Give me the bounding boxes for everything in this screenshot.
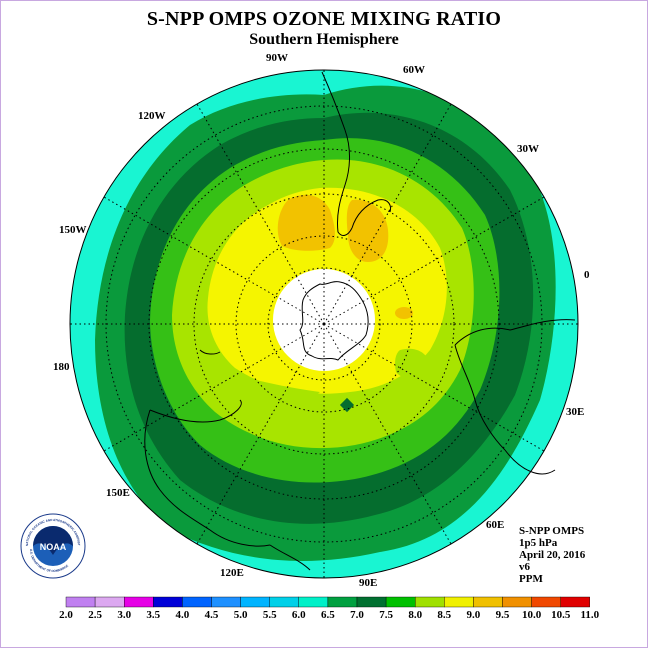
lon-label-60e: 60E: [486, 519, 504, 531]
colorbar-tick-label: 9.0: [467, 609, 481, 621]
lon-label-0: 0: [584, 269, 590, 281]
colorbar-tick-label: 5.0: [234, 609, 248, 621]
colorbar-swatch: [502, 596, 532, 608]
colorbar-tick-label: 10.5: [551, 609, 571, 621]
colorbar-swatch: [560, 596, 591, 608]
lon-label-90e: 90E: [359, 577, 377, 589]
colorbar-swatch: [298, 596, 329, 608]
band-orange: [277, 194, 335, 251]
colorbar-tick-label: 4.5: [205, 609, 219, 621]
colorbar-tick-label: 8.0: [408, 609, 422, 621]
map-subtitle: Southern Hemisphere: [249, 31, 399, 48]
colorbar-tick-label: 2.0: [59, 609, 73, 621]
info-level: 1p5 hPa: [519, 537, 558, 549]
info-date: April 20, 2016: [519, 549, 586, 561]
colorbar-swatch: [531, 596, 561, 608]
green-intrusion: [228, 372, 320, 412]
colorbar-swatch: [356, 596, 387, 608]
lon-label-150w: 150W: [59, 224, 87, 236]
colorbar-tick-label: 3.5: [146, 609, 160, 621]
lon-label-30w: 30W: [517, 143, 539, 155]
colorbar-swatch: [269, 596, 300, 608]
colorbar-tick-label: 4.0: [176, 609, 190, 621]
colorbar-tick-label: 2.5: [88, 609, 102, 621]
lon-label-180: 180: [53, 361, 70, 373]
lon-label-150e: 150E: [106, 487, 130, 499]
yellowgreen-pocket: [395, 348, 431, 379]
colorbar-swatch: [327, 596, 358, 608]
lon-label-120e: 120E: [220, 567, 244, 579]
colorbar-swatch: [415, 596, 445, 608]
info-block: S-NPP OMPS 1p5 hPa April 20, 2016 v6 PPM: [519, 525, 585, 585]
colorbar-swatch: [444, 596, 474, 608]
colorbar-swatch: [240, 596, 270, 608]
colorbar-tick-label: 7.5: [379, 609, 393, 621]
colorbar-tick-label: 10.0: [522, 609, 542, 621]
colorbar-tick-label: 6.0: [292, 609, 306, 621]
info-units: PPM: [519, 573, 543, 585]
colorbar-swatch: [385, 596, 416, 608]
info-instrument: S-NPP OMPS: [519, 525, 585, 537]
colorbar-tick-label: 11.0: [580, 609, 599, 621]
colorbar-tick-label: 6.5: [321, 609, 335, 621]
colorbar-swatches: [65, 596, 591, 608]
colorbar-tick-label: 7.0: [350, 609, 364, 621]
colorbar-tick-label: 9.5: [496, 609, 510, 621]
info-version: v6: [519, 561, 530, 573]
colorbar-swatch: [153, 596, 183, 608]
colorbar-swatch: [123, 596, 154, 608]
south-pole-marker: [322, 322, 326, 326]
coastlines: [144, 71, 576, 571]
noaa-logo: NATIONAL OCEANIC AND ATMOSPHERIC ADMINIS…: [20, 513, 86, 579]
colorbar-tick-label: 5.5: [263, 609, 277, 621]
colorbar-ticks: 2.0 2.5 3.0 3.5 4.0 4.5 5.0 5.5 6.0 6.5 7.0 7.5 8.0 8…: [59, 609, 599, 621]
colorbar-swatch: [65, 596, 96, 608]
colorbar-swatch: [473, 596, 503, 608]
map-title: S-NPP OMPS OZONE MIXING RATIO: [146, 8, 502, 30]
band-orange-3: [395, 307, 413, 319]
lon-label-120w: 120W: [138, 110, 166, 122]
lon-label-90w: 90W: [266, 52, 288, 64]
colorbar: 2.0 2.5 3.0 3.5 4.0 4.5 5.0 5.5 6.0 6.5 7.0 7.5 8.0 8…: [59, 596, 600, 621]
polar-gap: [273, 269, 375, 371]
colorbar-swatch: [211, 596, 241, 608]
colorbar-tick-label: 3.0: [117, 609, 131, 621]
lon-label-60w: 60W: [403, 64, 425, 76]
colorbar-swatch: [182, 596, 212, 608]
dark-spot: [339, 397, 355, 413]
lon-label-30e: 30E: [566, 406, 584, 418]
band-orange-2: [346, 199, 389, 262]
longitude-labels: 90W 60W 120W 30W 150W 0 180 30E 150E 60E…: [53, 52, 590, 589]
graticule: [70, 70, 578, 578]
colorbar-swatch: [94, 596, 125, 608]
logo-text: NOAA: [40, 542, 67, 552]
colorbar-tick-label: 8.5: [437, 609, 451, 621]
map-outline: [69, 69, 579, 579]
